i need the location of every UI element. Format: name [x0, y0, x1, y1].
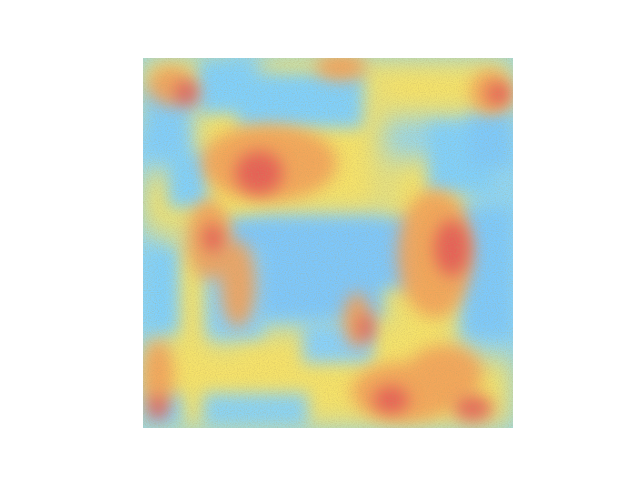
heatmap-image: [143, 58, 513, 428]
cell-texture-overlay: [143, 58, 513, 428]
